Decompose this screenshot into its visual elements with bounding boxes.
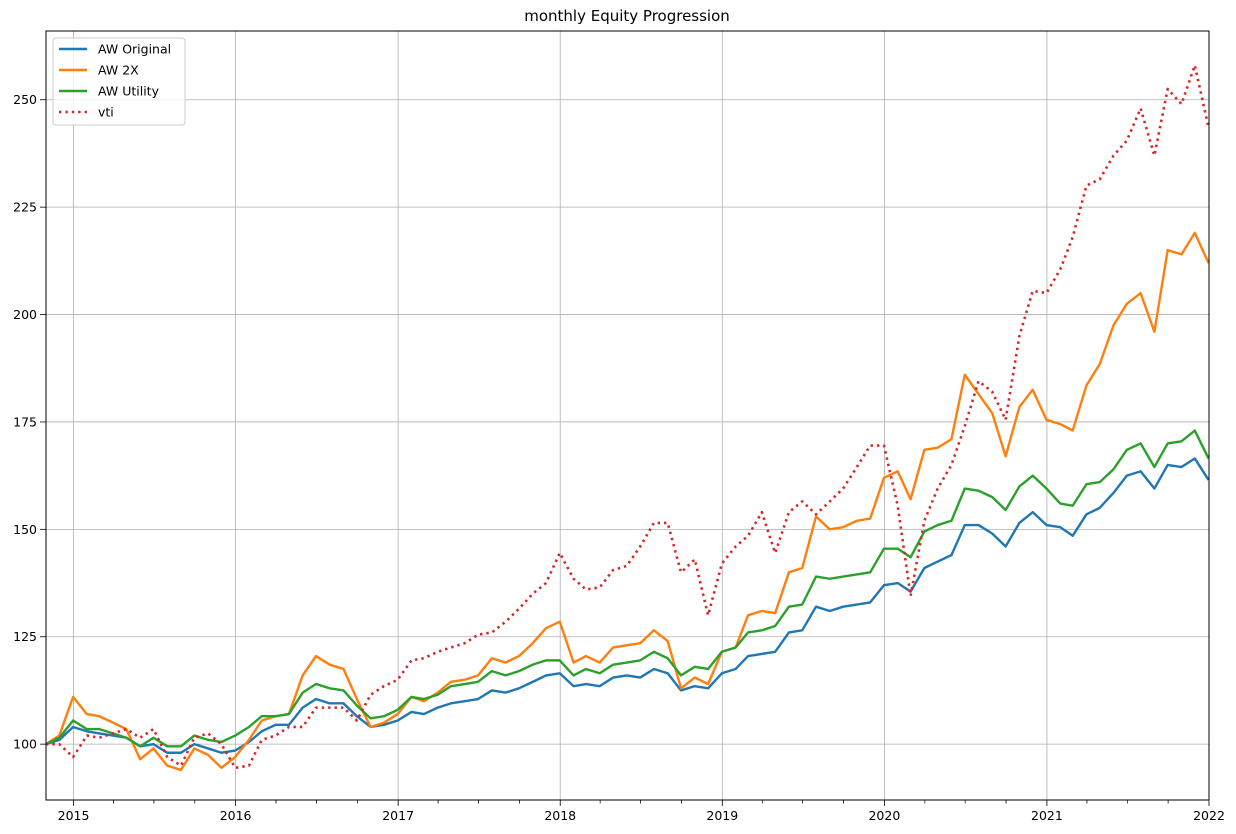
x-tick-label: 2022 xyxy=(1193,808,1225,823)
y-tick-label: 250 xyxy=(13,92,37,107)
x-tick-label: 2021 xyxy=(1031,808,1063,823)
plot-frame xyxy=(45,30,1210,801)
series-line-aw-utility xyxy=(45,429,1210,748)
x-tick-label: 2019 xyxy=(706,808,738,823)
legend-box xyxy=(52,37,186,126)
legend-label: AW Utility xyxy=(98,84,160,99)
legend-label: AW 2X xyxy=(98,63,139,78)
y-tick-label: 175 xyxy=(13,414,37,429)
x-tick-label: 2018 xyxy=(544,808,576,823)
series-lines xyxy=(45,64,1210,772)
x-tick-label: 2017 xyxy=(382,808,414,823)
x-tick-label: 2016 xyxy=(220,808,252,823)
legend-label: AW Original xyxy=(98,42,171,57)
y-tick-label: 125 xyxy=(13,629,37,644)
y-tick-label: 200 xyxy=(13,307,37,322)
y-tick-label: 225 xyxy=(13,200,37,215)
y-tick-label: 150 xyxy=(13,522,37,537)
series-line-aw-2x xyxy=(45,231,1210,772)
y-tick-label: 100 xyxy=(13,737,37,752)
x-tick-label: 2020 xyxy=(868,808,900,823)
chart-title: monthly Equity Progression xyxy=(524,7,730,25)
x-tick-label: 2015 xyxy=(58,808,90,823)
y-axis: 100 125 150 175 200 225 250 xyxy=(13,92,46,752)
series-line-aw-original xyxy=(45,457,1210,754)
legend-label: vti xyxy=(98,105,114,120)
x-axis: 2015 2016 2017 2018 2019 2020 2021 2022 xyxy=(58,800,1225,823)
grid-lines xyxy=(46,31,1210,800)
legend: AW Original AW 2X AW Utility vti xyxy=(52,37,186,126)
